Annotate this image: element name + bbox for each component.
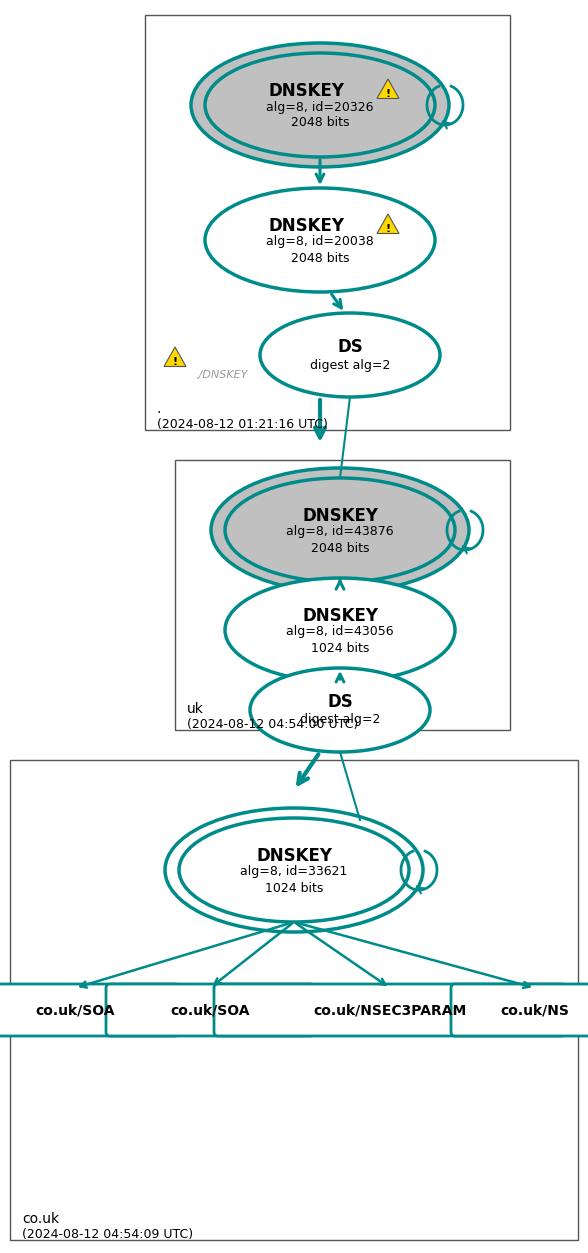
Polygon shape — [164, 347, 186, 366]
Text: !: ! — [172, 357, 178, 367]
Ellipse shape — [165, 808, 423, 932]
Text: co.uk: co.uk — [22, 1212, 59, 1225]
Text: !: ! — [386, 89, 390, 99]
Text: uk: uk — [187, 702, 204, 715]
Text: digest alg=2: digest alg=2 — [300, 713, 380, 727]
Text: co.uk/SOA: co.uk/SOA — [35, 1002, 115, 1017]
Text: ./DNSKEY: ./DNSKEY — [195, 370, 248, 380]
Text: (2024-08-12 04:54:00 UTC): (2024-08-12 04:54:00 UTC) — [187, 718, 358, 730]
Text: alg=8, id=33621: alg=8, id=33621 — [240, 866, 348, 878]
Text: alg=8, id=43876: alg=8, id=43876 — [286, 525, 394, 539]
Text: 2048 bits: 2048 bits — [310, 541, 369, 555]
Text: digest alg=2: digest alg=2 — [310, 358, 390, 371]
Text: alg=8, id=20038: alg=8, id=20038 — [266, 236, 374, 248]
Text: (2024-08-12 04:54:09 UTC): (2024-08-12 04:54:09 UTC) — [22, 1228, 193, 1240]
FancyBboxPatch shape — [106, 984, 314, 1036]
Text: DS: DS — [327, 693, 353, 710]
FancyBboxPatch shape — [214, 984, 566, 1036]
Bar — [145, 15, 510, 430]
Text: DS: DS — [337, 338, 363, 356]
Polygon shape — [377, 214, 399, 233]
Ellipse shape — [211, 469, 469, 591]
Text: DNSKEY: DNSKEY — [302, 606, 378, 625]
Polygon shape — [377, 79, 399, 99]
Text: 2048 bits: 2048 bits — [290, 117, 349, 129]
Ellipse shape — [260, 313, 440, 397]
Text: 1024 bits: 1024 bits — [265, 882, 323, 895]
Ellipse shape — [205, 53, 435, 157]
Text: DNSKEY: DNSKEY — [256, 847, 332, 865]
Ellipse shape — [225, 578, 455, 682]
Ellipse shape — [179, 818, 409, 922]
Text: co.uk/NS: co.uk/NS — [500, 1002, 569, 1017]
Ellipse shape — [191, 43, 449, 167]
Text: 1024 bits: 1024 bits — [311, 642, 369, 654]
Text: DNSKEY: DNSKEY — [268, 217, 344, 236]
Ellipse shape — [205, 188, 435, 292]
Text: 2048 bits: 2048 bits — [290, 252, 349, 264]
Text: DNSKEY: DNSKEY — [302, 507, 378, 525]
Text: (2024-08-12 01:21:16 UTC): (2024-08-12 01:21:16 UTC) — [157, 419, 328, 431]
Text: alg=8, id=43056: alg=8, id=43056 — [286, 625, 394, 639]
Bar — [10, 761, 578, 1240]
Text: co.uk/NSEC3PARAM: co.uk/NSEC3PARAM — [313, 1002, 467, 1017]
Bar — [175, 460, 510, 730]
Text: DNSKEY: DNSKEY — [268, 81, 344, 100]
Ellipse shape — [250, 668, 430, 752]
Text: co.uk/SOA: co.uk/SOA — [171, 1002, 250, 1017]
FancyBboxPatch shape — [0, 984, 179, 1036]
Text: .: . — [157, 402, 161, 416]
Text: alg=8, id=20326: alg=8, id=20326 — [266, 100, 374, 114]
Text: !: ! — [386, 224, 390, 234]
Ellipse shape — [225, 477, 455, 581]
FancyBboxPatch shape — [451, 984, 588, 1036]
